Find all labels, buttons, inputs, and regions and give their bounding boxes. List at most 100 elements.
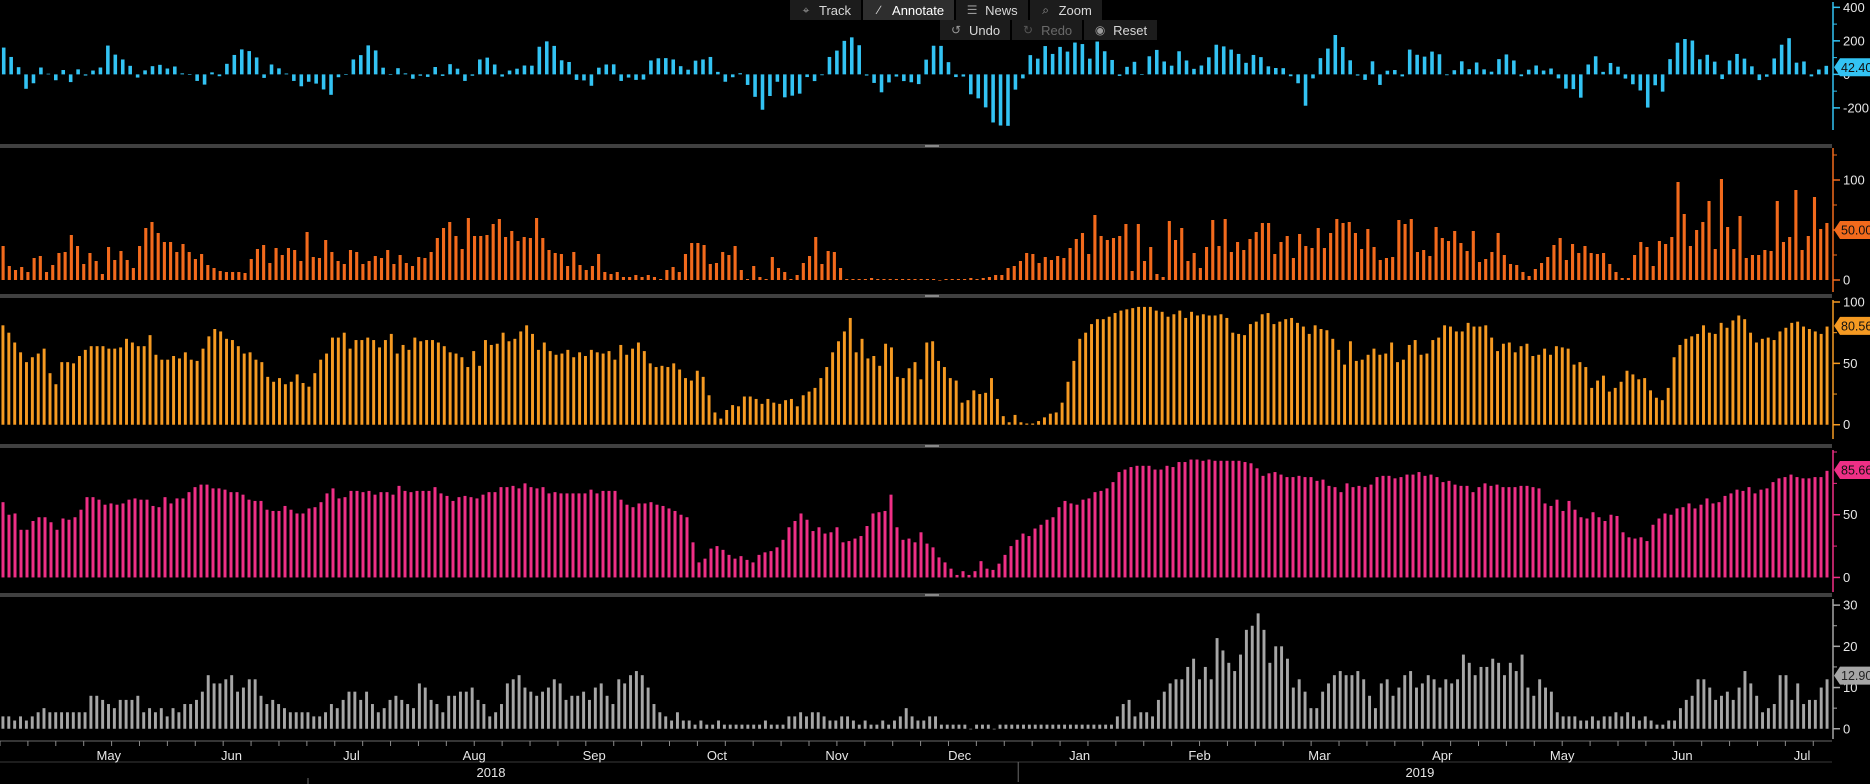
bar bbox=[265, 704, 269, 729]
bar bbox=[619, 344, 623, 425]
panel-resize-handle[interactable] bbox=[925, 295, 939, 297]
bar bbox=[189, 359, 193, 425]
bar bbox=[507, 70, 512, 75]
bar bbox=[1368, 695, 1372, 729]
bar bbox=[566, 349, 570, 425]
bar bbox=[1223, 219, 1227, 280]
panel-separator[interactable] bbox=[0, 593, 1832, 597]
bar bbox=[136, 695, 140, 729]
panel-separator[interactable] bbox=[0, 144, 1832, 148]
bar bbox=[1048, 413, 1052, 425]
bar bbox=[113, 348, 117, 425]
bar bbox=[492, 64, 497, 75]
bar bbox=[1465, 485, 1469, 578]
bar bbox=[1761, 712, 1765, 729]
bar bbox=[218, 683, 222, 729]
bar bbox=[1596, 380, 1600, 425]
bar bbox=[1415, 54, 1419, 75]
bar bbox=[1225, 317, 1229, 425]
news-button[interactable]: ☰ News bbox=[956, 0, 1028, 20]
bar bbox=[173, 66, 177, 75]
bar bbox=[851, 720, 855, 729]
bar bbox=[817, 527, 821, 578]
bar bbox=[427, 490, 431, 578]
bar bbox=[1397, 220, 1401, 280]
bar bbox=[1219, 314, 1223, 425]
bar bbox=[1779, 44, 1784, 75]
last-value-badge: 42.40 bbox=[1834, 58, 1870, 77]
bar bbox=[423, 687, 427, 729]
bar bbox=[321, 74, 326, 90]
track-button[interactable]: ⌖ Track bbox=[790, 0, 862, 20]
panel-separator[interactable] bbox=[0, 294, 1832, 298]
bar bbox=[1445, 74, 1449, 76]
bar bbox=[1010, 724, 1014, 729]
bar bbox=[1667, 720, 1671, 729]
annotate-button[interactable]: ∕ Annotate bbox=[863, 0, 955, 20]
bar bbox=[1248, 324, 1252, 425]
bar bbox=[1485, 666, 1489, 729]
bar bbox=[1812, 197, 1817, 280]
bar bbox=[1142, 261, 1147, 280]
bar bbox=[1260, 223, 1264, 280]
redo-button[interactable]: ↻ Redo bbox=[1012, 20, 1083, 40]
bar bbox=[1021, 533, 1025, 578]
bar bbox=[501, 332, 505, 425]
bar bbox=[1231, 460, 1235, 578]
bar bbox=[1062, 258, 1066, 280]
bar bbox=[1401, 359, 1405, 425]
bar bbox=[489, 344, 493, 425]
panel-separator[interactable] bbox=[0, 444, 1832, 448]
bar bbox=[928, 716, 932, 729]
bar bbox=[841, 542, 845, 578]
bar bbox=[1444, 679, 1448, 729]
zoom-button[interactable]: ⌕ Zoom bbox=[1029, 0, 1102, 20]
bar bbox=[1514, 671, 1518, 729]
bar bbox=[671, 267, 675, 280]
bar bbox=[1664, 244, 1668, 280]
bar bbox=[344, 74, 348, 75]
bar bbox=[247, 679, 251, 729]
bar bbox=[268, 263, 272, 280]
bar bbox=[293, 250, 297, 280]
undo-button[interactable]: ↺ Undo bbox=[940, 20, 1011, 40]
panel-resize-handle[interactable] bbox=[925, 145, 939, 147]
bar bbox=[649, 502, 653, 578]
bar bbox=[318, 716, 322, 729]
bar bbox=[1726, 227, 1730, 280]
bar bbox=[574, 74, 579, 80]
bar bbox=[913, 542, 917, 578]
bar bbox=[637, 503, 641, 578]
bar bbox=[570, 695, 574, 729]
panel-resize-handle[interactable] bbox=[925, 594, 939, 596]
bar bbox=[1331, 338, 1335, 425]
bar bbox=[1708, 687, 1712, 729]
bar bbox=[398, 255, 402, 280]
bar bbox=[1452, 70, 1457, 75]
bar bbox=[169, 242, 173, 280]
panel-resize-handle[interactable] bbox=[925, 445, 939, 447]
bar bbox=[1260, 314, 1264, 425]
bar bbox=[1348, 60, 1352, 75]
bar bbox=[723, 74, 728, 82]
bar bbox=[1595, 254, 1599, 280]
bar bbox=[397, 485, 401, 578]
bar bbox=[516, 241, 520, 280]
last-value-text: 80.56 bbox=[1841, 319, 1870, 333]
reset-button[interactable]: ◉ Reset bbox=[1084, 20, 1158, 40]
bar bbox=[660, 365, 664, 425]
bar bbox=[1639, 537, 1643, 578]
bar bbox=[1172, 314, 1176, 425]
bar bbox=[1760, 338, 1764, 425]
bar bbox=[370, 704, 374, 729]
bar bbox=[714, 263, 719, 280]
bar bbox=[1645, 74, 1650, 108]
bar bbox=[305, 232, 309, 280]
bar bbox=[739, 556, 743, 578]
bar bbox=[1572, 364, 1576, 425]
bar bbox=[1135, 465, 1139, 578]
tick-label: 100 bbox=[1843, 295, 1865, 310]
bar bbox=[120, 59, 125, 75]
bar bbox=[1173, 240, 1178, 280]
bar bbox=[183, 704, 187, 729]
